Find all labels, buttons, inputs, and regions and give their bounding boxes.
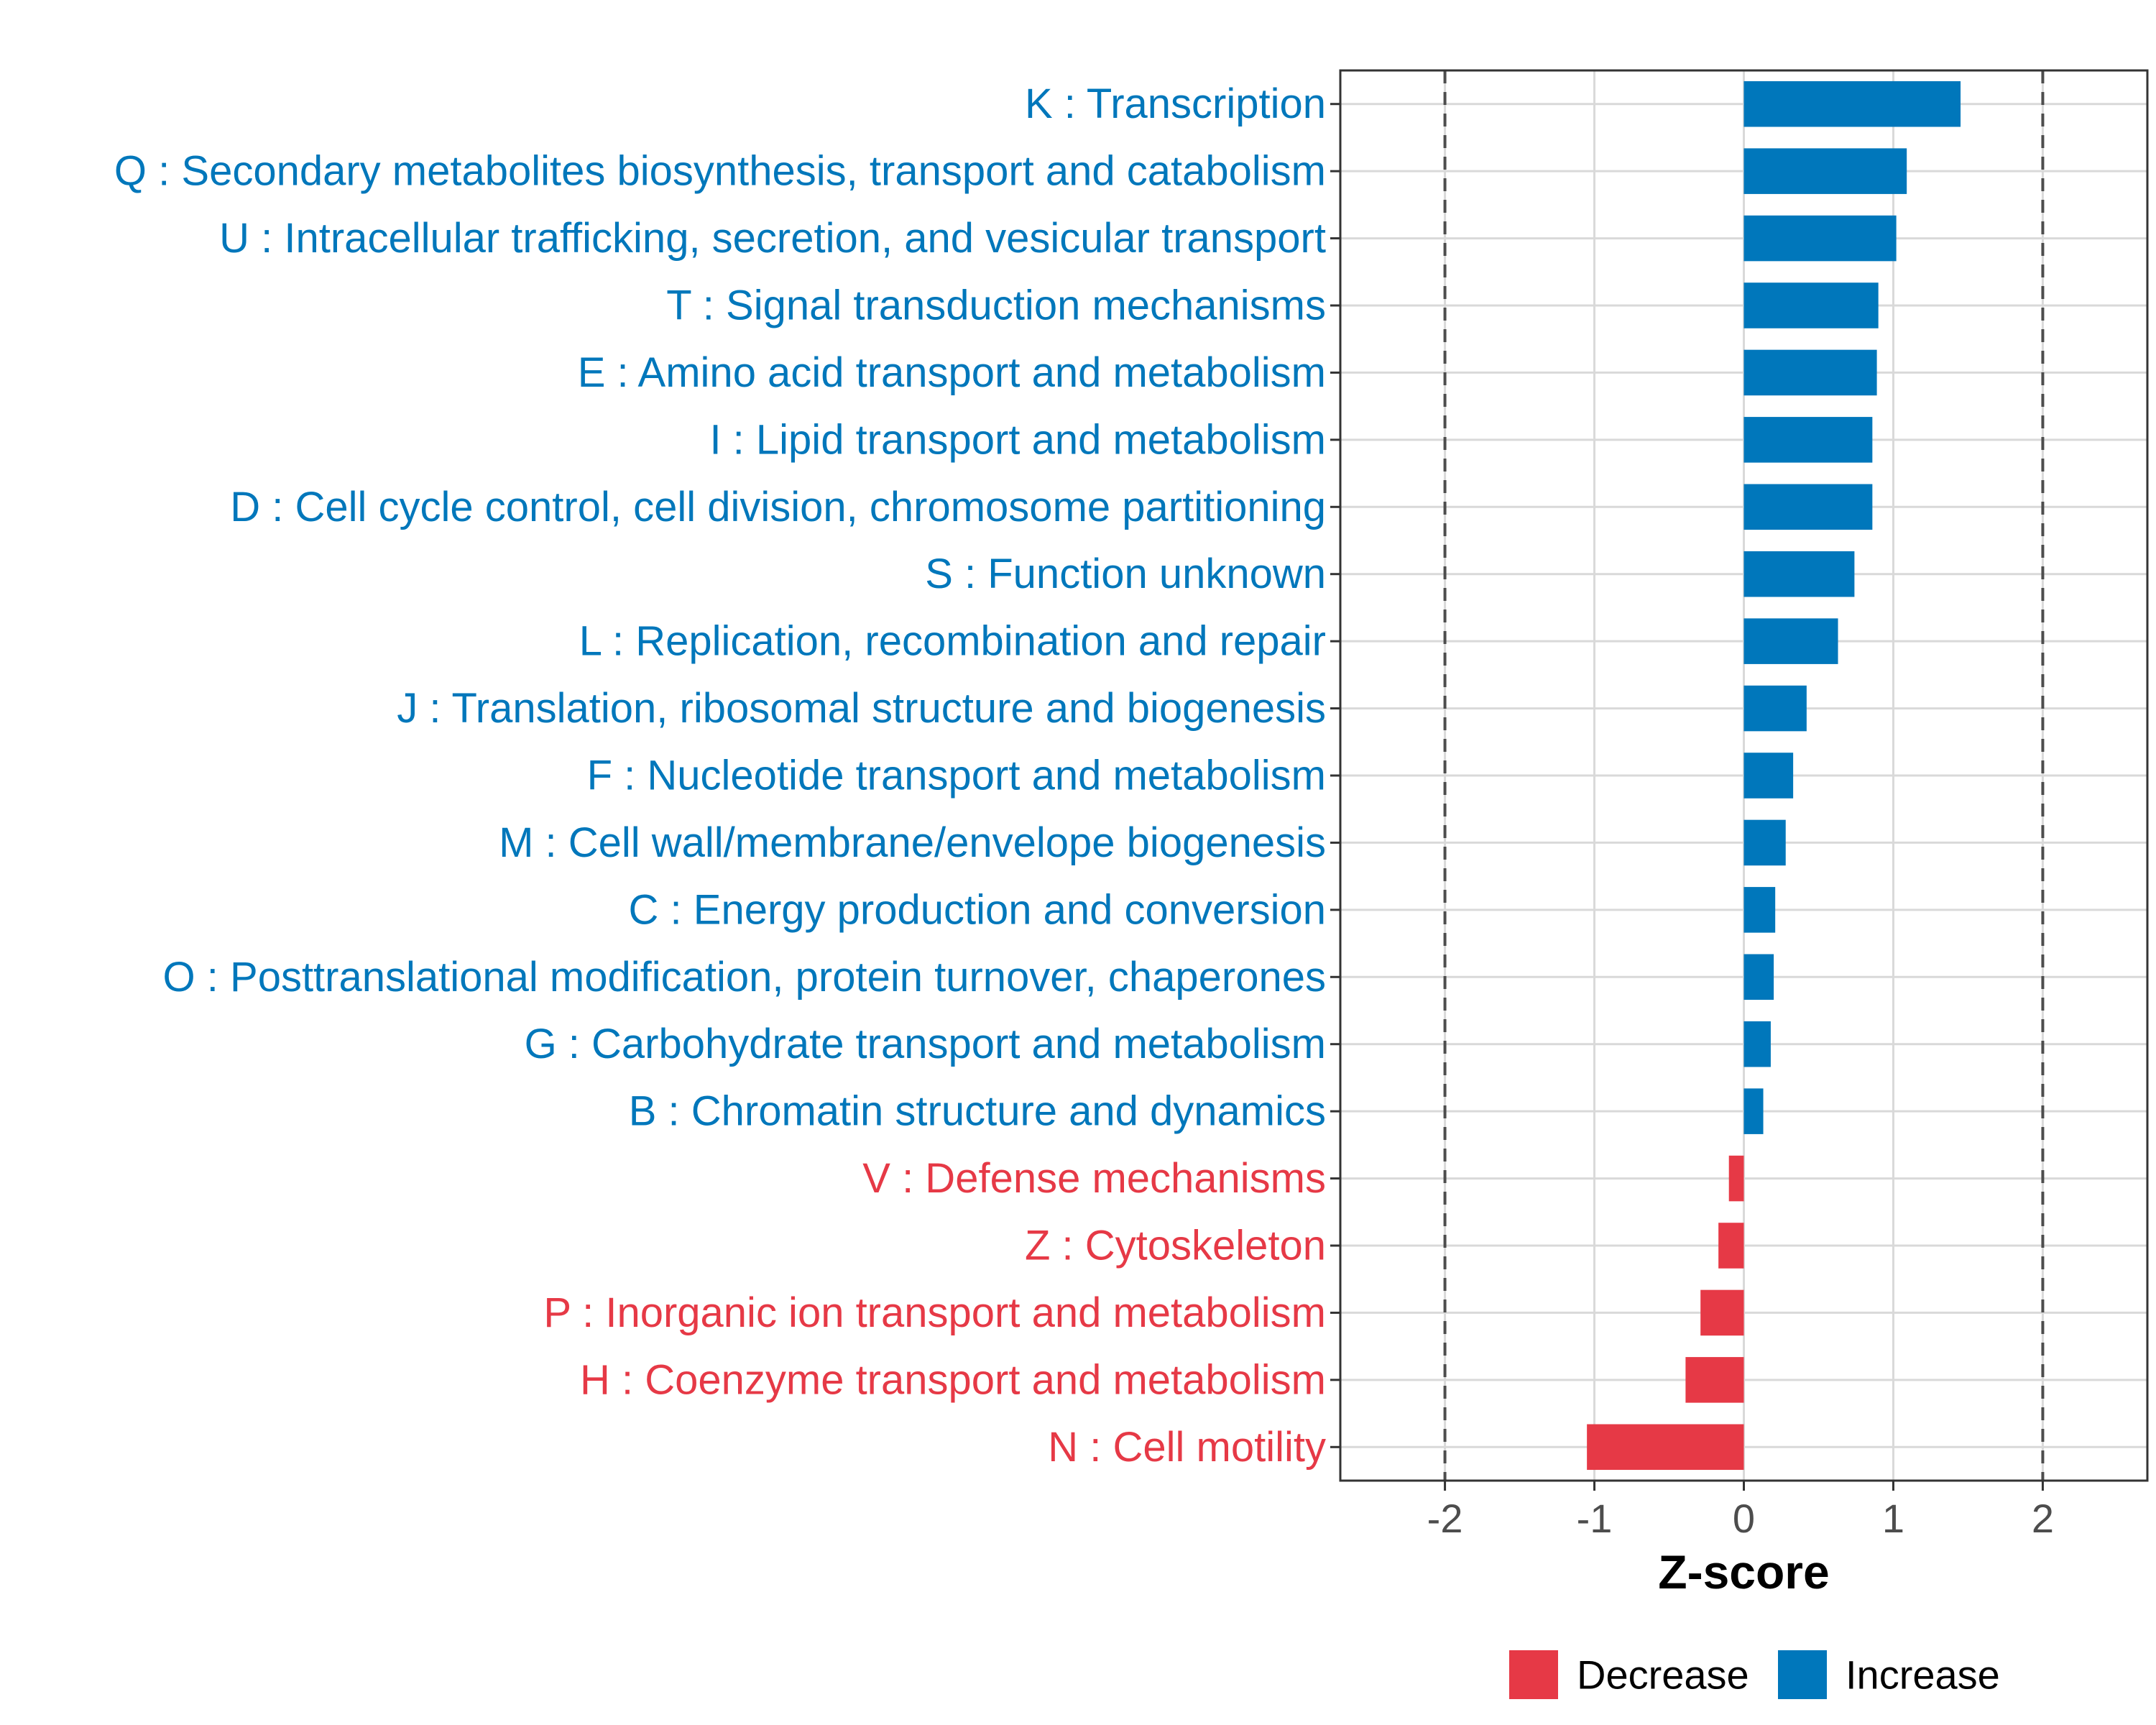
x-tick-label: 2 — [2032, 1496, 2054, 1541]
category-label: S : Function unknown — [925, 551, 1326, 597]
bar-decrease — [1587, 1424, 1744, 1471]
x-tick-label: 0 — [1733, 1496, 1755, 1541]
bar-increase — [1743, 417, 1873, 463]
category-label: Z : Cytoskeleton — [1025, 1223, 1326, 1269]
bar-increase — [1743, 1088, 1764, 1134]
x-tick-label: -1 — [1577, 1496, 1613, 1541]
bar-decrease — [1700, 1289, 1744, 1336]
category-label: B : Chromatin structure and dynamics — [629, 1088, 1326, 1135]
category-label: T : Signal transduction mechanisms — [666, 282, 1326, 329]
bar-increase — [1743, 618, 1838, 664]
bar-decrease — [1685, 1357, 1744, 1403]
bar-increase — [1743, 685, 1807, 732]
x-axis-title: Z-score — [1658, 1545, 1829, 1598]
category-label: D : Cell cycle control, cell division, c… — [230, 484, 1326, 530]
legend-key-increase — [1778, 1650, 1827, 1699]
category-label: L : Replication, recombination and repai… — [579, 618, 1326, 665]
legend-label-decrease: Decrease — [1577, 1652, 1749, 1698]
category-label: F : Nucleotide transport and metabolism — [587, 753, 1326, 799]
x-tick-label: 1 — [1882, 1496, 1904, 1541]
bar-increase — [1743, 148, 1907, 194]
bar-increase — [1743, 80, 1961, 127]
category-label: V : Defense mechanisms — [862, 1155, 1326, 1202]
bar-increase — [1743, 887, 1776, 933]
category-label: G : Carbohydrate transport and metabolis… — [525, 1021, 1326, 1067]
bar-increase — [1743, 954, 1774, 1000]
category-label: M : Cell wall/membrane/envelope biogenes… — [499, 819, 1326, 866]
category-label: P : Inorganic ion transport and metaboli… — [543, 1289, 1326, 1336]
y-axis: K : Transcription Q : Secondary metabolit… — [114, 80, 1340, 1471]
category-label: K : Transcription — [1025, 80, 1326, 127]
category-label: H : Coenzyme transport and metabolism — [580, 1356, 1326, 1403]
bar-increase — [1743, 215, 1897, 262]
bar-increase — [1743, 282, 1879, 328]
category-label: U : Intracellular trafficking, secretion… — [219, 215, 1326, 262]
x-tick-label: -2 — [1427, 1496, 1463, 1541]
legend-key-decrease — [1509, 1650, 1558, 1699]
category-label: I : Lipid transport and metabolism — [709, 416, 1326, 463]
bar-decrease — [1728, 1155, 1744, 1202]
category-label: J : Translation, ribosomal structure and… — [397, 685, 1326, 732]
bar-increase — [1743, 1021, 1771, 1067]
legend: Decrease Increase — [1509, 1650, 2000, 1699]
category-label: E : Amino acid transport and metabolism — [578, 349, 1326, 396]
category-label: O : Posttranslational modification, prot… — [163, 954, 1326, 1000]
bars-layer — [1587, 80, 1961, 1471]
category-label: N : Cell motility — [1048, 1424, 1326, 1471]
bar-increase — [1743, 551, 1855, 597]
category-label: Q : Secondary metabolites biosynthesis, … — [114, 148, 1326, 195]
x-axis: -2 -1 0 1 2 — [1427, 1481, 2054, 1541]
bar-increase — [1743, 484, 1873, 530]
bar-increase — [1743, 753, 1794, 799]
bar-increase — [1743, 349, 1877, 396]
bar-increase — [1743, 819, 1786, 866]
legend-label-increase: Increase — [1846, 1652, 2000, 1698]
category-label: C : Energy production and conversion — [629, 886, 1326, 933]
bar-decrease — [1718, 1223, 1744, 1269]
reference-lines — [1443, 70, 2045, 1481]
